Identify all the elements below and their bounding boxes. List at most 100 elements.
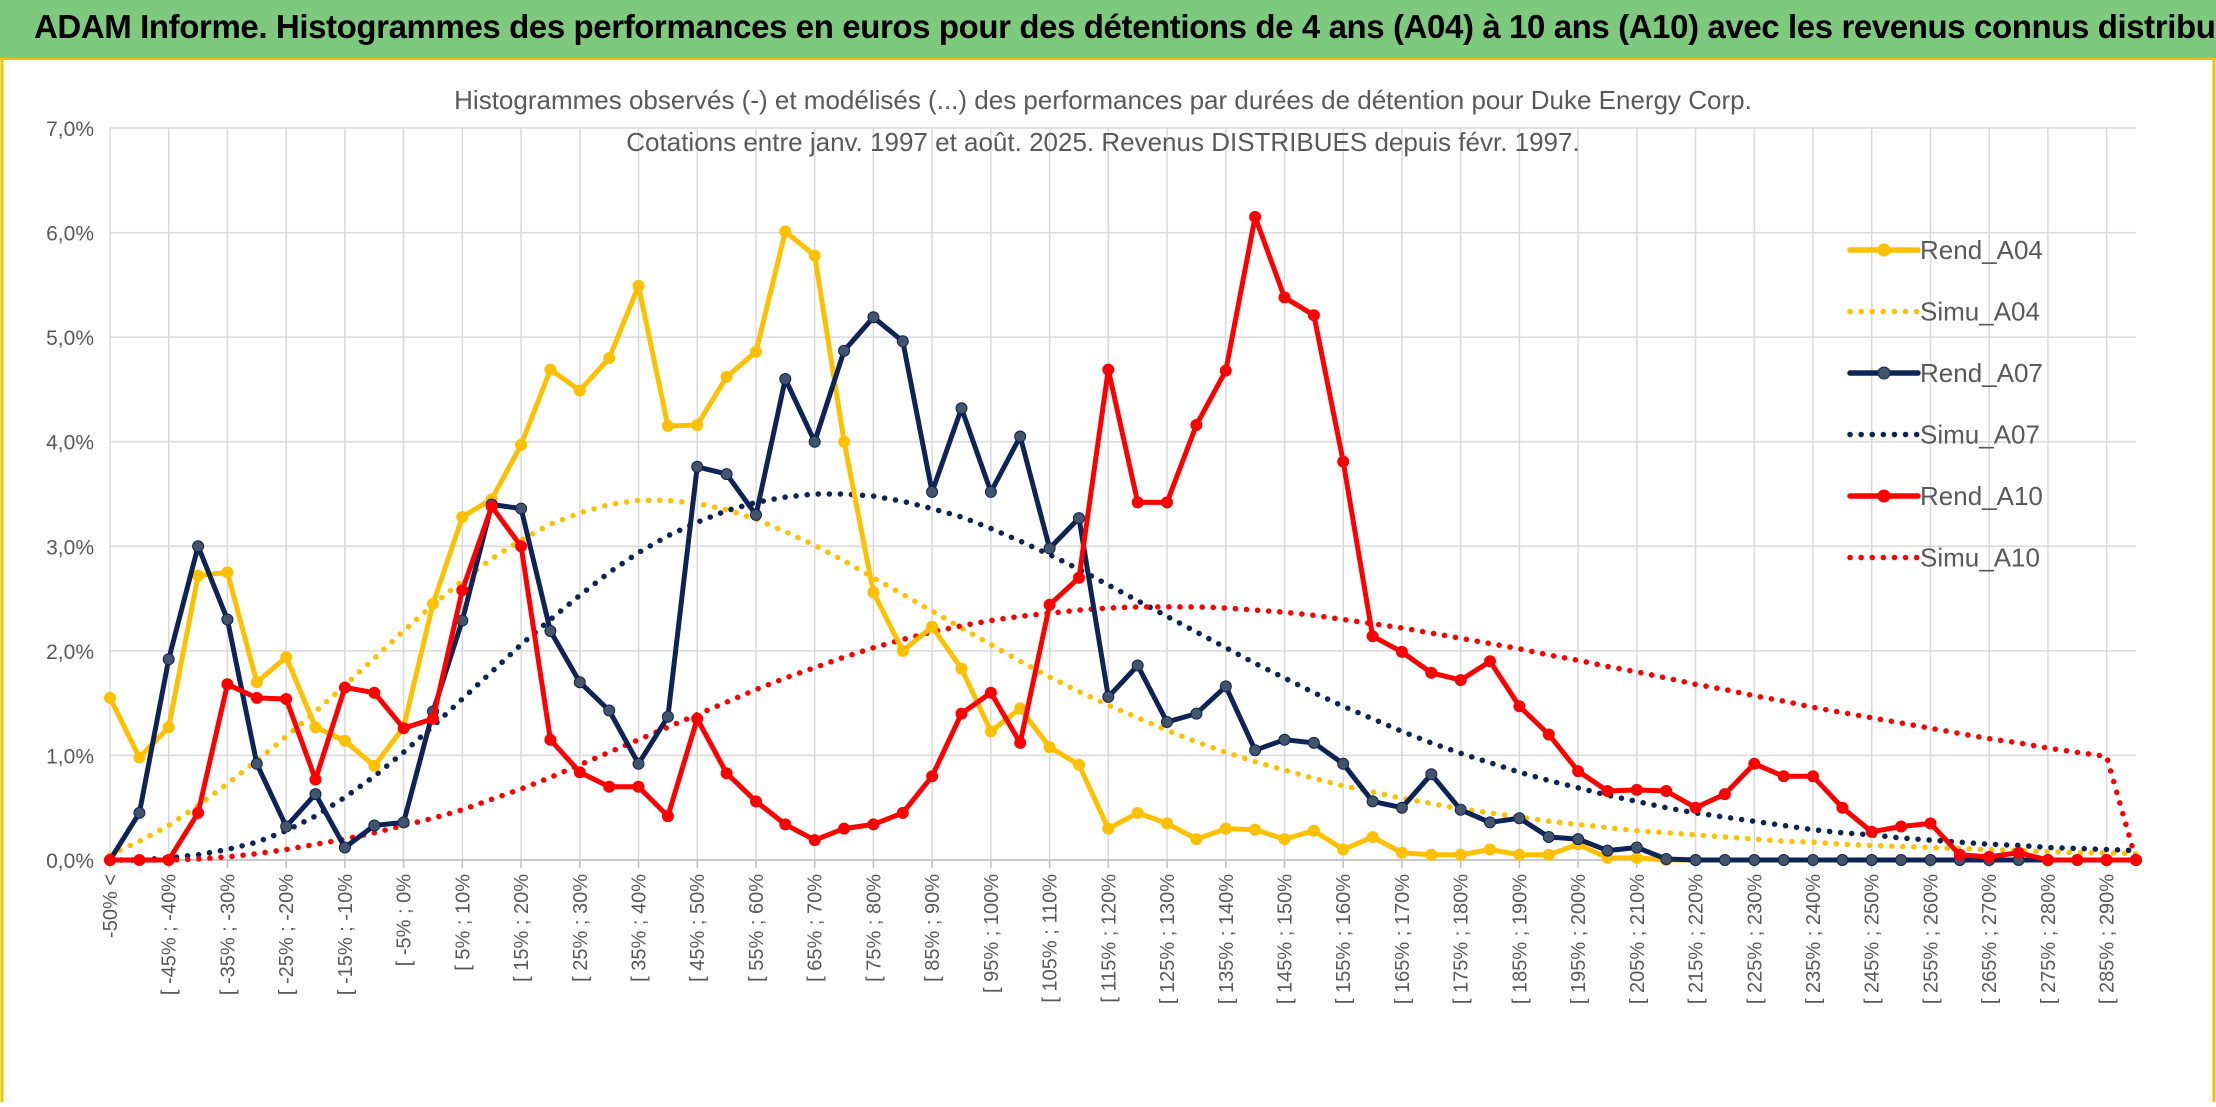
data-point [603, 352, 616, 365]
data-point [2012, 846, 2025, 859]
x-tick-label: [ 225% ; 230% [1744, 874, 1766, 1004]
data-point [1190, 707, 1203, 720]
data-point [1777, 770, 1790, 783]
data-point [632, 757, 645, 770]
x-tick-label: [ 85% ; 90% [922, 874, 944, 982]
legend-marker [1877, 366, 1891, 380]
data-point [573, 384, 586, 397]
data-point [896, 806, 909, 819]
data-point [1983, 850, 1996, 863]
chart-svg: 0,0% 1,0% 2,0% 3,0% 4,0% 5,0% 6,0% 7,0% -50% < [… [0, 60, 2216, 1102]
data-point [338, 681, 351, 694]
data-point [867, 311, 880, 324]
x-tick-label: [ 245% ; 250% [1862, 874, 1884, 1004]
x-tick-label: [ 235% ; 240% [1803, 874, 1825, 1004]
x-tick-label: [ 205% ; 210% [1627, 874, 1649, 1004]
data-point [720, 468, 733, 481]
data-point [221, 678, 234, 691]
report-header: ADAM Informe. Histogrammes des performan… [0, 0, 2216, 60]
data-point [1542, 728, 1555, 741]
data-point [632, 780, 645, 793]
y-tick-label: 0,0% [46, 850, 94, 873]
x-tick-label: [ 115% ; 120% [1098, 874, 1120, 1003]
data-point [720, 370, 733, 383]
chart-subtitle: Cotations entre janv. 1997 et août. 2025… [626, 127, 1579, 157]
data-point [162, 854, 175, 866]
data-point [338, 734, 351, 747]
data-point [1865, 825, 1878, 838]
data-point [544, 625, 557, 637]
x-tick-label: [ -15% ; -10% [335, 874, 357, 995]
data-point [1630, 841, 1643, 854]
data-point [309, 788, 322, 801]
x-tick-label: [ 125% ; 130% [1157, 874, 1179, 1004]
data-point [1073, 758, 1085, 771]
data-point [955, 662, 968, 675]
x-tick-label: -50% < [100, 874, 122, 938]
data-point [926, 620, 939, 633]
x-tick-label: [ 185% ; 190% [1509, 874, 1531, 1004]
data-point [1102, 690, 1115, 703]
data-point [1572, 765, 1585, 778]
report-title: ADAM Informe. Histogrammes des performan… [34, 8, 2216, 45]
data-point [1190, 419, 1203, 431]
legend-label: Simu_A04 [1920, 297, 2040, 327]
data-point [2100, 854, 2113, 866]
data-point [1630, 783, 1643, 796]
data-point [1249, 823, 1262, 836]
data-point [750, 508, 762, 521]
data-point [779, 225, 792, 238]
data-point [1454, 674, 1467, 687]
data-point [1836, 801, 1849, 814]
data-point [1572, 833, 1585, 846]
data-point [1807, 770, 1819, 783]
data-point [2071, 854, 2084, 866]
data-point [720, 767, 733, 780]
x-tick-label: [ 145% ; 150% [1274, 874, 1296, 1004]
x-tick-label: [ 215% ; 220% [1686, 874, 1708, 1004]
data-point [221, 613, 234, 626]
x-tick-label: [ -45% ; -40% [159, 874, 181, 995]
x-tick-label: [ -35% ; -30% [217, 874, 239, 995]
data-point [1043, 741, 1056, 754]
data-point [133, 751, 146, 764]
data-point [603, 704, 616, 717]
data-point [779, 818, 792, 831]
data-point [838, 344, 851, 357]
data-point [1307, 824, 1320, 837]
data-point [661, 710, 674, 723]
data-point [1689, 854, 1702, 866]
data-point [515, 502, 528, 515]
data-point [1366, 630, 1379, 643]
data-point [955, 402, 968, 415]
data-point [838, 822, 851, 835]
data-point [1748, 757, 1761, 770]
data-point [368, 686, 381, 699]
data-point [1513, 700, 1526, 713]
data-point [1043, 598, 1056, 611]
data-point [1278, 291, 1291, 304]
data-point [1190, 833, 1203, 846]
data-point [1425, 848, 1438, 861]
data-point [808, 834, 821, 847]
x-tick-label: [ 195% ; 200% [1568, 874, 1590, 1004]
data-point [1249, 210, 1262, 223]
x-tick-label: [ -5% ; 0% [394, 874, 416, 966]
data-point [1337, 843, 1350, 856]
x-tick-label: [ 55% ; 60% [746, 874, 768, 982]
x-tick-label: [ 135% ; 140% [1216, 874, 1238, 1004]
data-point [603, 780, 616, 793]
data-point [1630, 851, 1643, 864]
data-point [867, 818, 880, 831]
data-point [104, 854, 116, 866]
x-tick-label: [ 285% ; 290% [2097, 874, 2119, 1004]
data-point [192, 569, 205, 582]
x-tick-label: [ 65% ; 70% [805, 874, 827, 982]
data-point [1660, 853, 1673, 865]
legend-label: Rend_A07 [1920, 358, 2043, 388]
data-point [368, 759, 381, 772]
data-point [397, 816, 410, 829]
data-point [661, 810, 674, 823]
data-point [1718, 854, 1731, 866]
data-point [1073, 512, 1085, 525]
